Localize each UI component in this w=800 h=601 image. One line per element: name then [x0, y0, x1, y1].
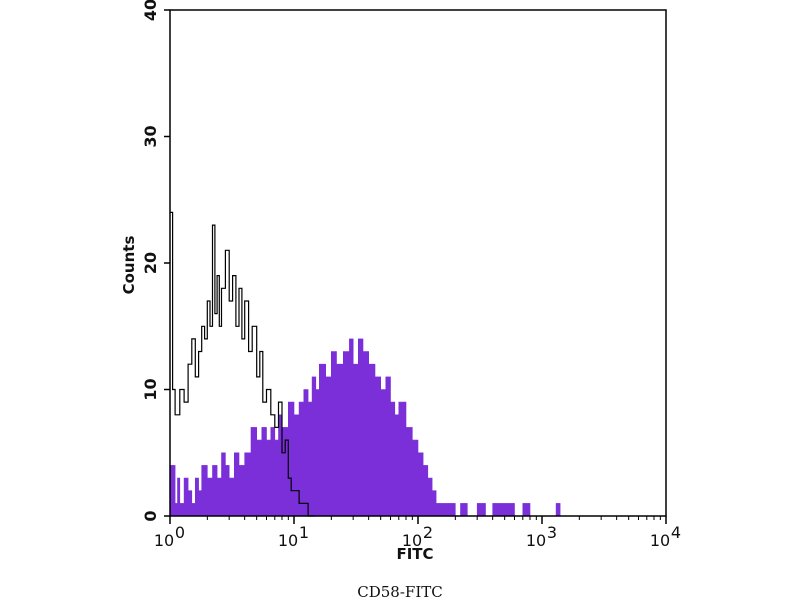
control-histogram-line [170, 211, 315, 517]
x-tick-label: 10 [278, 531, 298, 550]
stained-histogram [169, 338, 563, 517]
y-tick-label: 0 [141, 510, 160, 521]
x-tick-label: 10 [526, 531, 546, 550]
x-tick-label: 10 [154, 531, 174, 550]
y-axis: 0 10 20 30 40 [141, 0, 170, 522]
stained-histogram-area [169, 338, 563, 517]
figure-caption: CD58-FITC [357, 583, 443, 601]
x-axis-label: FITC [396, 545, 433, 563]
y-tick-label: 30 [141, 125, 160, 147]
x-tick-label: 10 [650, 531, 670, 550]
y-axis-label: Counts [120, 236, 138, 295]
y-tick-label: 10 [141, 378, 160, 400]
x-tick-exponent: 1 [299, 523, 309, 542]
y-tick-label: 40 [141, 0, 160, 21]
control-histogram [170, 211, 315, 517]
x-tick-exponent: 2 [423, 523, 433, 542]
x-tick-exponent: 0 [175, 523, 185, 542]
x-tick-label: 10 [402, 531, 422, 550]
x-tick-exponent: 3 [547, 523, 557, 542]
x-axis: 10 0 10 1 10 2 10 3 10 4 [154, 516, 681, 550]
y-tick-label: 20 [141, 252, 160, 274]
x-tick-exponent: 4 [671, 523, 681, 542]
